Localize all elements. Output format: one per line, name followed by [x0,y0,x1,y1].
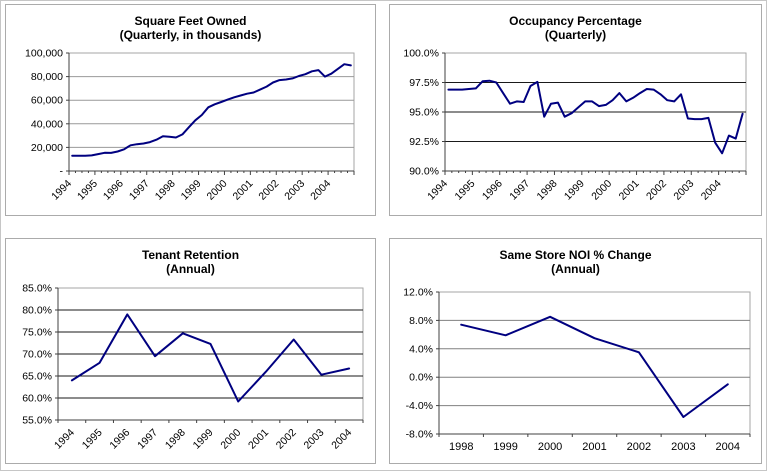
panel-same-store-noi: Same Store NOI % Change (Annual) 12.0% 8.… [389,238,762,464]
svg-text:2004: 2004 [329,427,354,452]
panel-square-feet-owned: Square Feet Owned (Quarterly, in thousan… [5,4,376,216]
svg-text:85.0%: 85.0% [22,283,52,295]
svg-text:-: - [60,166,64,178]
occupancy-percentage-line-chart: 100.0%97.5%95.0%92.5%90.0%1994 1995 1996 19… [403,48,747,203]
chart-subtitle: (Annual) [551,262,600,276]
svg-text:55.0%: 55.0% [22,415,52,427]
svg-text:70.0%: 70.0% [22,349,52,361]
svg-text:97.5%: 97.5% [409,77,439,89]
svg-text:2001: 2001 [617,178,642,203]
svg-text:1997: 1997 [127,178,152,203]
chart-subtitle: (Quarterly) [544,28,607,42]
svg-text:92.5%: 92.5% [409,136,439,148]
svg-text:1996: 1996 [107,427,132,452]
svg-text:-8.0%: -8.0% [406,429,433,441]
svg-text:1999: 1999 [191,427,216,452]
chart-subtitle: (Annual) [166,262,215,276]
svg-text:4.0%: 4.0% [409,343,433,355]
chart-title-tenant-retention: Tenant Retention (Annual) [6,248,375,276]
svg-text:0.0%: 0.0% [409,372,433,384]
svg-text:2003: 2003 [302,427,327,452]
svg-text:1994: 1994 [49,178,74,203]
svg-text:1995: 1995 [75,178,100,203]
svg-text:60.0%: 60.0% [22,393,52,405]
svg-text:2001: 2001 [582,441,606,453]
svg-text:12.0%: 12.0% [403,287,433,299]
svg-text:2000: 2000 [589,178,614,203]
chart-subtitle: (Quarterly, in thousands) [119,28,262,42]
svg-text:1998: 1998 [153,178,178,203]
chart-title-line1: Tenant Retention [141,248,240,262]
svg-text:60,000: 60,000 [31,95,63,107]
svg-text:2004: 2004 [716,441,740,453]
svg-text:-4.0%: -4.0% [406,400,433,412]
chart-title-occupancy-percentage: Occupancy Percentage (Quarterly) [390,14,761,42]
same-store-noi-line-chart: 12.0% 8.0% 4.0% 0.0% -4.0% -8.0% 1998 1999 2000 2… [403,287,751,453]
svg-text:2004: 2004 [699,178,724,203]
tenant-retention-line-chart: 85.0%80.0%75.0%70.0%65.0%60.0%55.0%1994 1… [22,283,364,452]
svg-text:1997: 1997 [507,178,532,203]
svg-text:1997: 1997 [135,427,160,452]
svg-text:1999: 1999 [493,441,517,453]
svg-text:2002: 2002 [274,427,299,452]
svg-text:2003: 2003 [671,178,696,203]
svg-text:1999: 1999 [179,178,204,203]
svg-text:80,000: 80,000 [31,71,63,83]
svg-text:2003: 2003 [671,441,695,453]
chart-title-line1: Same Store NOI % Change [499,248,652,262]
svg-text:1998: 1998 [535,178,560,203]
svg-text:100.0%: 100.0% [403,48,439,60]
svg-text:1999: 1999 [562,178,587,203]
svg-text:40,000: 40,000 [31,118,63,130]
svg-text:2002: 2002 [256,178,281,203]
svg-text:65.0%: 65.0% [22,371,52,383]
chart-title-same-store-noi: Same Store NOI % Change (Annual) [390,248,761,276]
panel-tenant-retention: Tenant Retention (Annual) 85.0% 80.0% 75.0… [5,238,376,464]
svg-text:95.0%: 95.0% [409,107,439,119]
svg-text:2000: 2000 [538,441,562,453]
chart-title-line1: Square Feet Owned [134,14,247,28]
svg-text:75.0%: 75.0% [22,327,52,339]
svg-text:1995: 1995 [80,427,105,452]
svg-text:80.0%: 80.0% [22,305,52,317]
svg-text:2000: 2000 [218,427,243,452]
svg-text:1998: 1998 [163,427,188,452]
svg-text:90.0%: 90.0% [409,166,439,178]
svg-text:2000: 2000 [205,178,230,203]
svg-text:1998: 1998 [449,441,473,453]
svg-text:100,000: 100,000 [25,48,63,60]
svg-text:8.0%: 8.0% [409,315,433,327]
svg-text:1996: 1996 [101,178,126,203]
svg-text:1995: 1995 [452,178,477,203]
svg-text:1996: 1996 [480,178,505,203]
svg-text:1994: 1994 [52,427,77,452]
svg-text:20,000: 20,000 [31,142,63,154]
chart-title-square-feet-owned: Square Feet Owned (Quarterly, in thousan… [6,14,375,42]
svg-text:2001: 2001 [246,427,271,452]
svg-text:2002: 2002 [627,441,651,453]
square-feet-owned-line-chart: 100,000 80,000 60,000 40,000 20,000 -1994 1995… [25,48,355,203]
svg-text:2003: 2003 [282,178,307,203]
svg-text:2004: 2004 [308,178,333,203]
svg-text:1994: 1994 [425,178,450,203]
panel-occupancy-percentage: Occupancy Percentage (Quarterly) 100.0% 9… [389,4,762,216]
chart-title-line1: Occupancy Percentage [509,14,642,28]
svg-text:2001: 2001 [230,178,255,203]
svg-text:2002: 2002 [644,178,669,203]
